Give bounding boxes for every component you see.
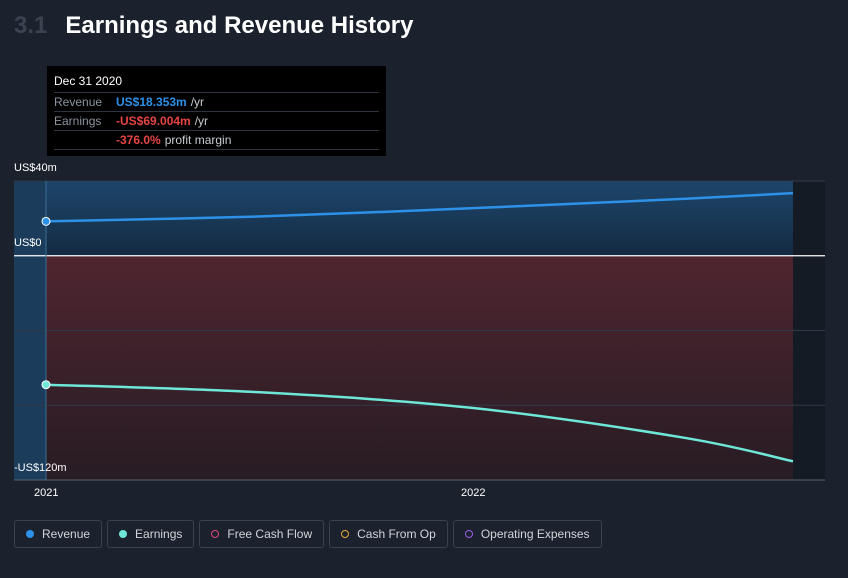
tooltip-earnings-label: Earnings <box>54 114 102 128</box>
legend-item-operating-expenses[interactable]: Operating Expenses <box>452 520 602 548</box>
tooltip-revenue-row: Revenue US$18.353m /yr <box>54 92 379 111</box>
page-title: Earnings and Revenue History <box>65 12 414 39</box>
x-axis-label-2021: 2021 <box>34 487 59 499</box>
revenue-hover-point <box>41 216 51 226</box>
tooltip-earnings-unit: /yr <box>194 114 209 128</box>
legend-label: Earnings <box>135 527 183 541</box>
tooltip-date: Dec 31 2020 <box>54 74 123 88</box>
chart-legend: Revenue Earnings Free Cash Flow Cash From O… <box>14 520 607 548</box>
legend-label: Free Cash Flow <box>227 527 313 541</box>
revenue-series-line <box>45 191 794 223</box>
y-axis-top-label: US$40m <box>14 162 57 174</box>
legend-item-cash-from-op[interactable]: Cash From Op <box>329 520 448 548</box>
y-axis-bottom-label: -US$120m <box>14 462 67 474</box>
legend-label: Cash From Op <box>357 527 436 541</box>
tooltip-margin-value: -376.0% <box>116 133 161 147</box>
legend-dot-icon <box>26 530 34 538</box>
tooltip-earnings-row: Earnings -US$69.004m /yr <box>54 111 379 130</box>
legend-dot-icon <box>341 530 350 538</box>
earnings-hover-point <box>41 380 51 390</box>
legend-label: Operating Expenses <box>480 527 590 541</box>
legend-item-free-cash-flow[interactable]: Free Cash Flow <box>199 520 325 548</box>
tooltip-revenue-unit: /yr <box>190 95 205 109</box>
legend-item-earnings[interactable]: Earnings <box>107 520 195 548</box>
legend-item-revenue[interactable]: Revenue <box>14 520 103 548</box>
data-tooltip: Dec 31 2020 Revenue US$18.353m /yr Earni… <box>47 66 386 156</box>
legend-dot-icon <box>211 530 220 538</box>
earnings-series-line <box>45 383 794 463</box>
tooltip-margin-text: profit margin <box>164 133 232 147</box>
tooltip-revenue-value: US$18.353m <box>116 95 187 109</box>
legend-label: Revenue <box>42 527 91 541</box>
legend-dot-icon <box>464 530 473 538</box>
x-axis-label-2022: 2022 <box>461 487 486 499</box>
y-axis-zero-label: US$0 <box>14 237 42 249</box>
tooltip-margin-row: -376.0% profit margin <box>54 130 379 150</box>
tooltip-earnings-value: -US$69.004m <box>116 114 191 128</box>
loss-area-fill <box>46 255 793 480</box>
section-number: 3.1 <box>14 12 48 39</box>
legend-dot-icon <box>119 530 128 538</box>
tooltip-revenue-label: Revenue <box>54 95 103 109</box>
section-header: 3.1 Earnings and Revenue History <box>14 12 413 40</box>
